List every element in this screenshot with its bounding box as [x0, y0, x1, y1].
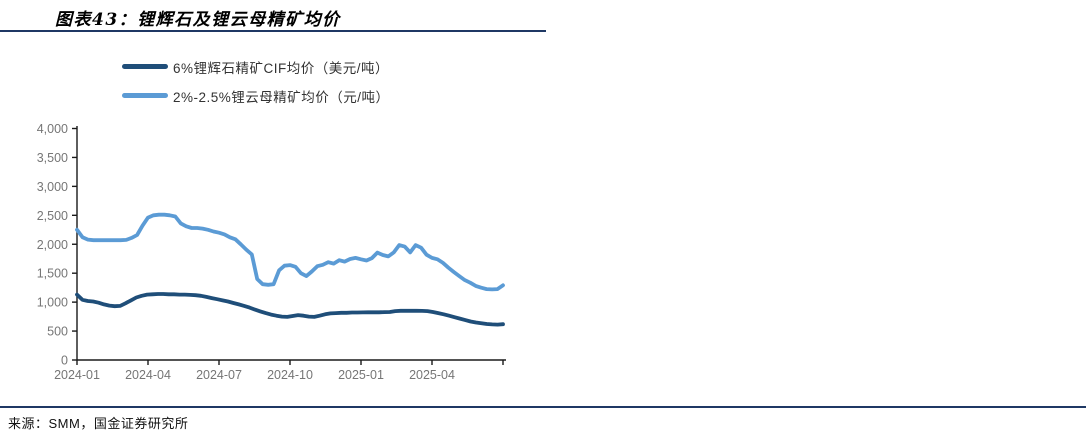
x-tick-label: 2024-10 [267, 368, 313, 382]
y-tick-label: 3,000 [37, 180, 68, 194]
axis-labels: 0 500 1,000 1,500 2,000 2,500 3,000 3,500 4,000 2… [37, 122, 455, 382]
legend-label-lepidolite: 2%-2.5%锂云母精矿均价（元/吨） [173, 89, 390, 105]
source-note: 来源：SMM，国金证券研究所 [8, 416, 189, 431]
footer-divider [0, 406, 1086, 408]
y-tick-label: 1,000 [37, 296, 68, 310]
page-title: 图表43：锂辉石及锂云母精矿均价 [55, 10, 341, 30]
y-tick-label: 500 [47, 325, 68, 339]
x-tick-label: 2024-01 [54, 368, 100, 382]
chart-legend: 6%锂辉石精矿CIF均价（美元/吨） 2%-2.5%锂云母精矿均价（元/吨） [122, 52, 390, 110]
legend-line-swatch-spodumene [122, 64, 168, 69]
x-tick-label: 2024-04 [125, 368, 171, 382]
axes [72, 126, 506, 365]
series-lepidolite-line [75, 212, 505, 292]
y-tick-label: 2,000 [37, 238, 68, 252]
x-tick-label: 2024-07 [196, 368, 242, 382]
x-tick-label: 2025-01 [338, 368, 384, 382]
legend-line-swatch-lepidolite [122, 93, 168, 98]
legend-item-spodumene: 6%锂辉石精矿CIF均价（美元/吨） [122, 52, 390, 81]
y-tick-label: 2,500 [37, 209, 68, 223]
y-tick-label: 1,500 [37, 267, 68, 281]
legend-item-lepidolite: 2%-2.5%锂云母精矿均价（元/吨） [122, 81, 390, 110]
x-tick-label: 2025-04 [409, 368, 455, 382]
y-tick-label: 0 [61, 354, 68, 368]
legend-label-spodumene: 6%锂辉石精矿CIF均价（美元/吨） [173, 60, 390, 76]
title-divider [0, 30, 546, 32]
series-spodumene-line [75, 292, 505, 327]
y-tick-label: 3,500 [37, 151, 68, 165]
y-tick-label: 4,000 [37, 122, 68, 136]
